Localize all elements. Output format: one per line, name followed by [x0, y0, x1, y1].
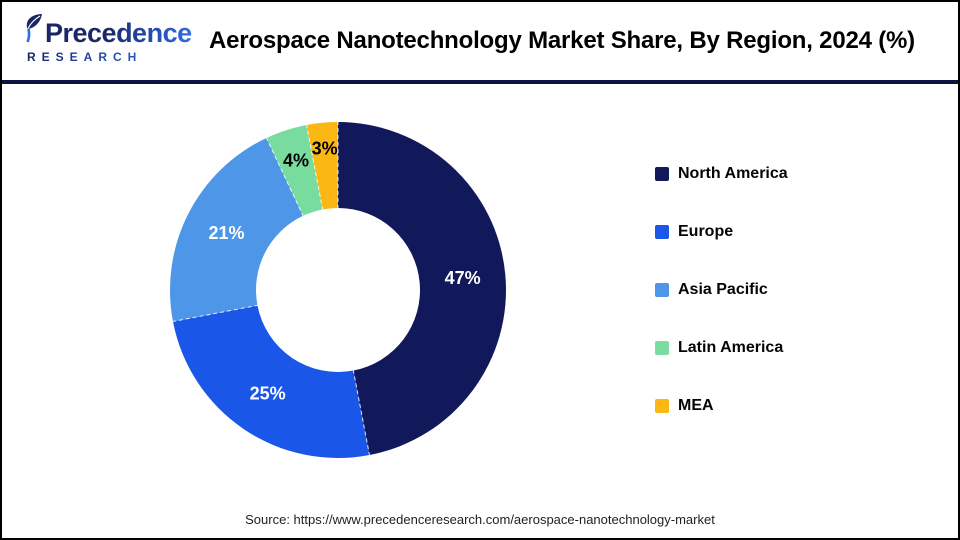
legend-item-north-america: North America	[655, 163, 788, 185]
slice-label-north-america: 47%	[445, 268, 481, 288]
header-divider	[2, 80, 958, 84]
donut-slice-mea	[306, 122, 338, 210]
legend-swatch-icon	[655, 283, 669, 297]
slice-label-mea: 3%	[312, 139, 338, 159]
legend-swatch-icon	[655, 225, 669, 239]
legend-label: Asia Pacific	[678, 281, 768, 298]
slice-separator	[266, 137, 304, 217]
legend-item-latin-america: Latin America	[655, 337, 788, 359]
chart-title: Aerospace Nanotechnology Market Share, B…	[209, 27, 915, 54]
slice-separator	[352, 369, 370, 456]
legend-label: Latin America	[678, 339, 784, 356]
source-text: Source: https://www.precedenceresearch.c…	[245, 512, 715, 527]
slice-separator	[306, 124, 324, 211]
brand-logo: Precedence RESEARCH	[24, 14, 192, 63]
leaf-icon	[24, 13, 44, 48]
donut-slice-latin-america	[266, 124, 323, 216]
legend-swatch-icon	[655, 399, 669, 413]
logo-name: Precedence	[45, 18, 192, 48]
legend-label: MEA	[678, 397, 714, 414]
donut-slice-asia-pacific	[169, 137, 304, 322]
legend-label: Europe	[678, 223, 734, 240]
header: Precedence RESEARCH Aerospace Nanotechno…	[2, 2, 958, 80]
logo-subtitle: RESEARCH	[24, 51, 180, 63]
slice-separator	[172, 304, 259, 322]
legend-label: North America	[678, 165, 788, 182]
legend-item-europe: Europe	[655, 221, 788, 243]
slice-label-asia-pacific: 21%	[208, 223, 244, 243]
legend-swatch-icon	[655, 341, 669, 355]
slice-label-europe: 25%	[250, 384, 286, 404]
chart-area: 47% 25% 21% 4% 3% North America Europe Asia Pa…	[2, 84, 958, 538]
donut-slice-north-america	[338, 122, 507, 456]
donut-slice-europe	[172, 305, 370, 459]
legend-item-asia-pacific: Asia Pacific	[655, 279, 788, 301]
legend-swatch-icon	[655, 167, 669, 181]
legend-item-mea: MEA	[655, 395, 788, 417]
legend: North America Europe Asia Pacific Latin Ame…	[655, 163, 788, 417]
slice-label-latin-america: 4%	[283, 151, 309, 171]
